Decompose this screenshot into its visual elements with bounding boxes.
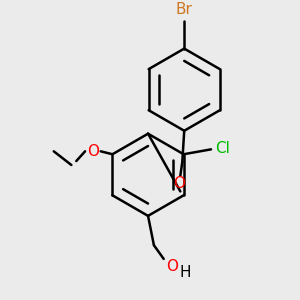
Text: Br: Br [176, 2, 193, 17]
Text: O: O [166, 259, 178, 274]
Text: Cl: Cl [215, 141, 230, 156]
Text: H: H [179, 265, 191, 280]
Text: O: O [87, 144, 99, 159]
Text: O: O [173, 176, 185, 191]
